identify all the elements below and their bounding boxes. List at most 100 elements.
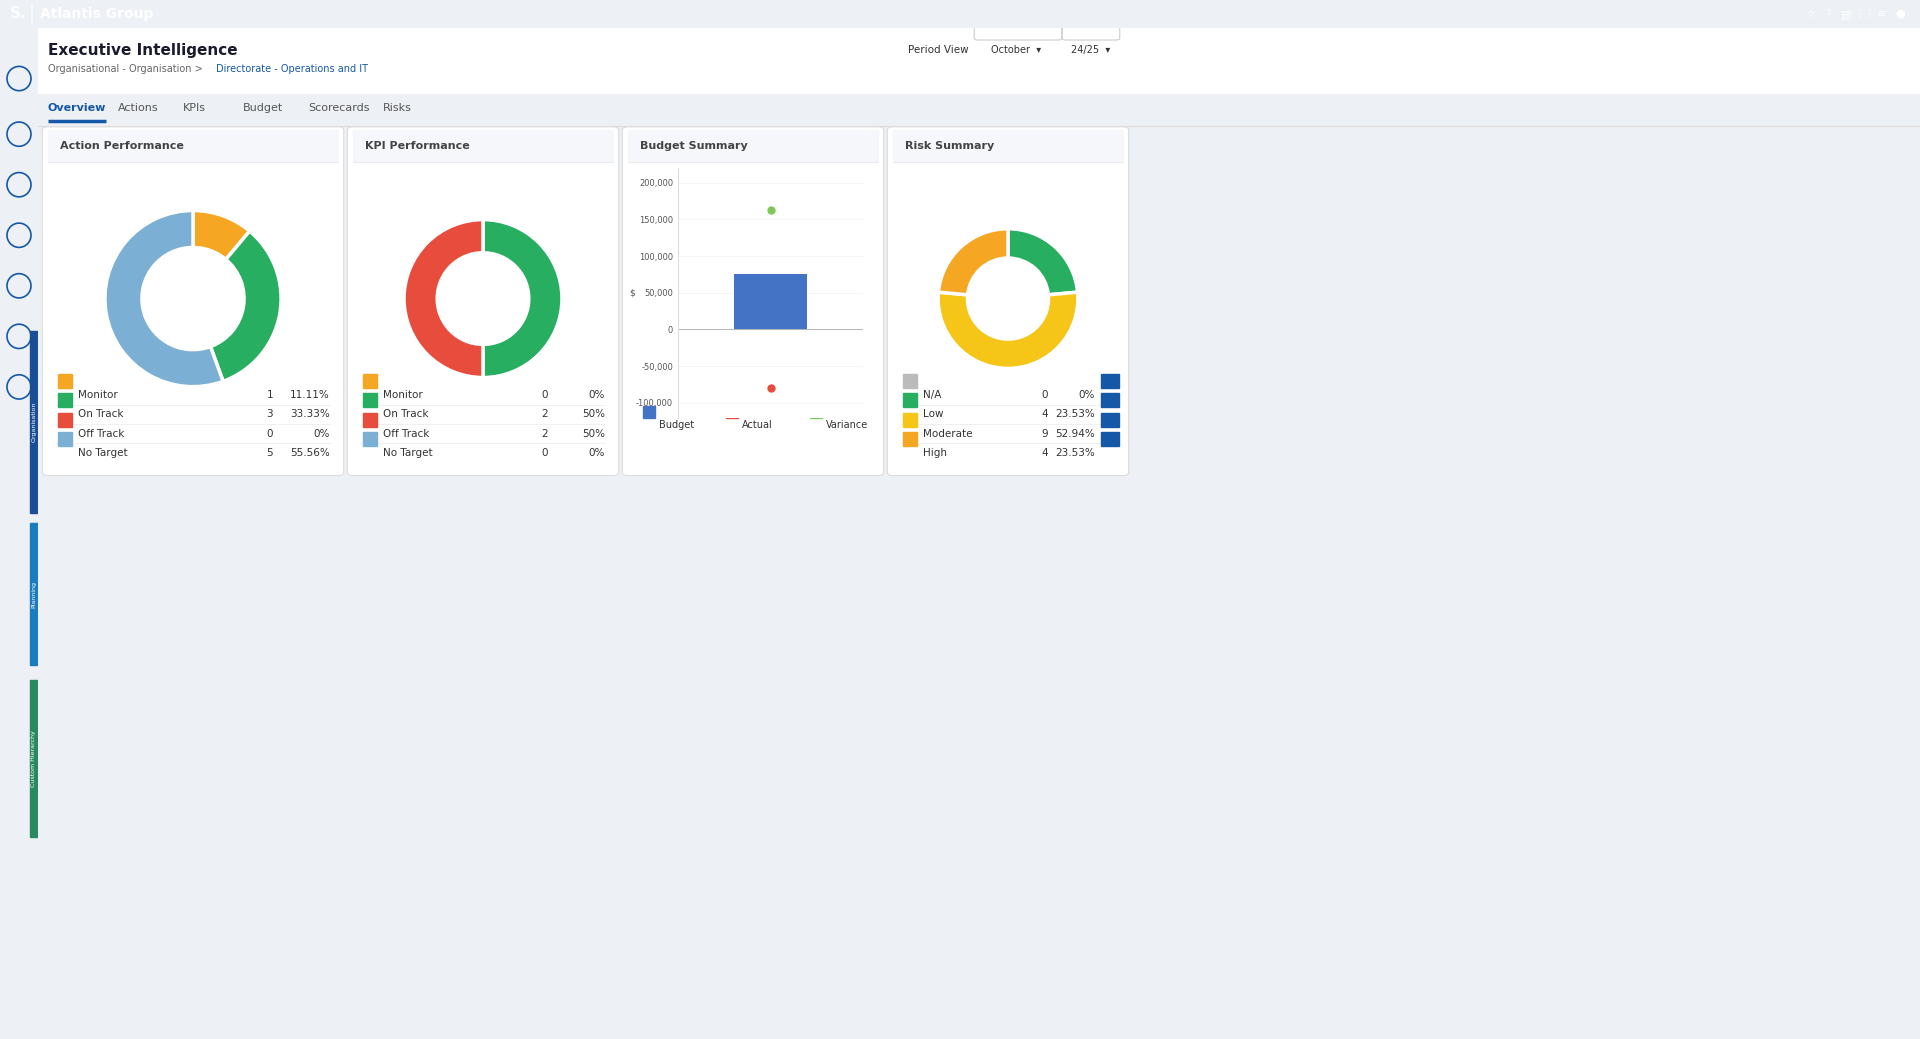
- Bar: [58, 374, 73, 389]
- Bar: [726, 405, 739, 418]
- Text: Monitor: Monitor: [79, 391, 117, 400]
- Text: 9: 9: [1041, 429, 1048, 438]
- Bar: [38, 28, 1920, 92]
- Text: ▤: ▤: [1841, 9, 1851, 19]
- FancyBboxPatch shape: [887, 127, 1129, 476]
- Text: 0%: 0%: [313, 429, 330, 438]
- Text: Custom Hierarchy: Custom Hierarchy: [31, 730, 36, 787]
- Text: 3: 3: [267, 409, 273, 420]
- Bar: [48, 130, 338, 162]
- Text: Risk Summary: Risk Summary: [904, 141, 995, 151]
- Bar: [1100, 374, 1119, 389]
- Text: Organisational - Organisation >: Organisational - Organisation >: [48, 64, 205, 74]
- Text: Directorate - Operations and IT: Directorate - Operations and IT: [215, 64, 369, 74]
- Wedge shape: [939, 292, 1077, 369]
- Text: 0: 0: [267, 429, 273, 438]
- Bar: [628, 130, 877, 162]
- Bar: [1100, 394, 1119, 407]
- Text: 5: 5: [267, 448, 273, 458]
- Text: $: $: [630, 288, 636, 297]
- Text: Variance: Variance: [826, 420, 868, 429]
- Text: 4: 4: [1041, 409, 1048, 420]
- Text: 24/25  ▾: 24/25 ▾: [1071, 45, 1110, 55]
- Bar: [58, 394, 73, 407]
- Bar: [1100, 432, 1119, 446]
- Text: Budget: Budget: [659, 420, 695, 429]
- Text: 4: 4: [1041, 448, 1048, 458]
- Text: 0: 0: [1041, 391, 1048, 400]
- Bar: [643, 405, 655, 418]
- Text: Off Track: Off Track: [382, 429, 430, 438]
- Bar: [31, 524, 38, 665]
- Text: 50%: 50%: [582, 429, 605, 438]
- Bar: [363, 412, 376, 427]
- FancyBboxPatch shape: [348, 127, 618, 476]
- Wedge shape: [484, 219, 563, 377]
- Text: Actions: Actions: [117, 103, 159, 113]
- Bar: [902, 432, 918, 446]
- Bar: [363, 374, 376, 389]
- Text: Atlantis Group: Atlantis Group: [40, 7, 154, 21]
- Bar: [353, 130, 612, 162]
- Text: 2: 2: [541, 429, 547, 438]
- Text: Period View: Period View: [908, 45, 968, 55]
- Text: Monitor: Monitor: [382, 391, 422, 400]
- Text: October  ▾: October ▾: [991, 45, 1041, 55]
- Text: ●: ●: [1895, 9, 1905, 19]
- Wedge shape: [403, 219, 484, 377]
- Text: ☆: ☆: [1805, 9, 1814, 19]
- Text: Overview: Overview: [48, 103, 106, 113]
- Wedge shape: [194, 211, 250, 260]
- Text: 0: 0: [541, 448, 547, 458]
- Wedge shape: [939, 229, 1008, 295]
- Text: 0%: 0%: [589, 391, 605, 400]
- Point: [755, 202, 785, 218]
- Text: Planning: Planning: [31, 581, 36, 608]
- Text: Actual: Actual: [743, 420, 774, 429]
- Text: Organisation: Organisation: [31, 402, 36, 443]
- Text: ⋮⋮: ⋮⋮: [1853, 9, 1876, 19]
- Text: S.: S.: [10, 6, 27, 22]
- Bar: [902, 412, 918, 427]
- Text: 2: 2: [541, 409, 547, 420]
- Bar: [363, 394, 376, 407]
- Text: On Track: On Track: [79, 409, 123, 420]
- Text: Budget: Budget: [244, 103, 284, 113]
- FancyBboxPatch shape: [622, 127, 883, 476]
- Wedge shape: [1008, 229, 1077, 295]
- Text: 0%: 0%: [1079, 391, 1094, 400]
- Text: 23.53%: 23.53%: [1056, 409, 1094, 420]
- Text: 50%: 50%: [582, 409, 605, 420]
- Bar: [902, 394, 918, 407]
- Bar: [31, 331, 38, 513]
- Text: 52.94%: 52.94%: [1056, 429, 1094, 438]
- Text: 1: 1: [267, 391, 273, 400]
- Text: 33.33%: 33.33%: [290, 409, 330, 420]
- Text: Risks: Risks: [382, 103, 413, 113]
- Bar: [902, 374, 918, 389]
- Text: N/A: N/A: [924, 391, 941, 400]
- Text: Budget Summary: Budget Summary: [639, 141, 747, 151]
- Text: 0: 0: [541, 391, 547, 400]
- FancyBboxPatch shape: [1062, 12, 1119, 41]
- Text: KPIs: KPIs: [182, 103, 205, 113]
- FancyBboxPatch shape: [42, 127, 344, 476]
- Bar: [363, 432, 376, 446]
- Bar: [58, 412, 73, 427]
- Text: 11.11%: 11.11%: [290, 391, 330, 400]
- Point: [755, 380, 785, 397]
- Bar: [58, 432, 73, 446]
- Bar: [1100, 412, 1119, 427]
- Text: No Target: No Target: [79, 448, 127, 458]
- Text: No Target: No Target: [382, 448, 432, 458]
- Bar: [31, 681, 38, 836]
- Text: 55.56%: 55.56%: [290, 448, 330, 458]
- Bar: [810, 405, 822, 418]
- Text: ?: ?: [1826, 9, 1832, 19]
- Text: Off Track: Off Track: [79, 429, 125, 438]
- Wedge shape: [211, 231, 280, 381]
- Text: Action Performance: Action Performance: [60, 141, 184, 151]
- Text: Executive Intelligence: Executive Intelligence: [48, 43, 238, 58]
- Text: On Track: On Track: [382, 409, 428, 420]
- Text: 23.53%: 23.53%: [1056, 448, 1094, 458]
